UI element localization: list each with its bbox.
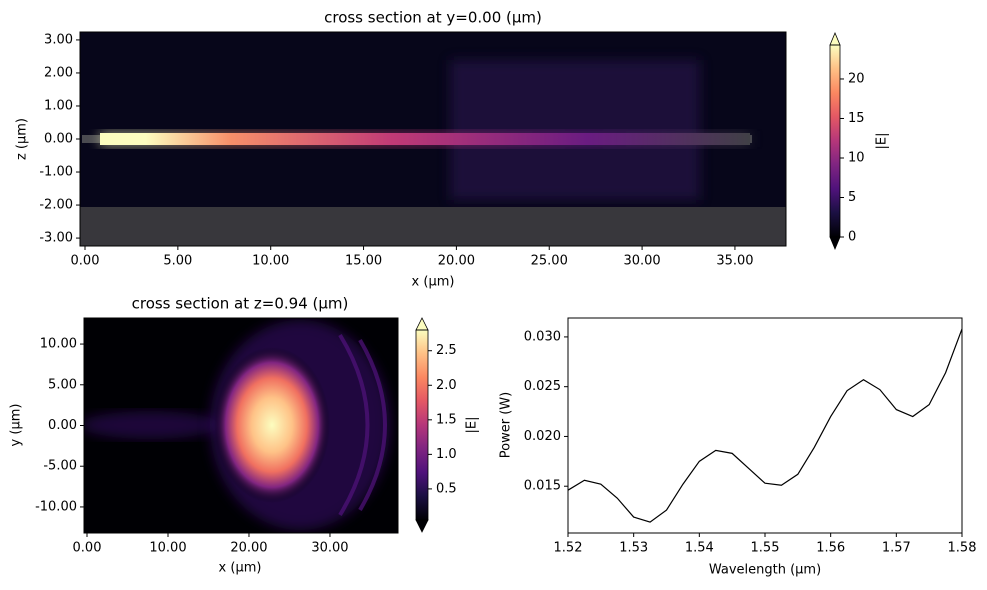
colorbar-tick-label: 2.0 — [436, 378, 457, 393]
colorbar-label: |E| — [875, 133, 890, 150]
y-tick-label: 10.00 — [40, 337, 77, 352]
x-tick-label: 0.00 — [71, 254, 100, 269]
line — [567, 328, 963, 523]
colorbar-label: |E| — [465, 417, 480, 434]
y-axis-label: y (μm) — [9, 404, 24, 447]
x-tick-label: 1.53 — [619, 541, 648, 556]
colorbar-tick-label: 0 — [848, 230, 856, 245]
axes-frame — [83, 317, 399, 534]
x-tick-label: 1.58 — [948, 541, 977, 556]
axes-frame — [79, 31, 787, 247]
y-axis-label: Power (W) — [499, 392, 514, 458]
colorbar-tick-label: 1.0 — [436, 447, 457, 462]
x-tick-label: 1.57 — [882, 541, 911, 556]
y-tick-label: 1.00 — [44, 98, 73, 113]
colorbar-extend — [829, 31, 841, 46]
x-tick-label: 30.00 — [623, 254, 660, 269]
colorbar-frame — [829, 44, 841, 238]
y-tick-label: -3.00 — [39, 231, 73, 246]
x-axis-label: Wavelength (μm) — [709, 563, 821, 578]
field-image — [80, 32, 786, 246]
x-tick-label: 1.54 — [685, 541, 714, 556]
x-axis-label: x (μm) — [219, 561, 262, 576]
x-tick-label: 35.00 — [716, 254, 753, 269]
x-tick-label: 10.00 — [149, 541, 186, 556]
x-tick-label: 10.00 — [252, 254, 289, 269]
y-tick-label: 0.00 — [48, 418, 77, 433]
colorbar-extend — [415, 519, 429, 533]
x-tick-label: 25.00 — [531, 254, 568, 269]
colorbar-extend — [829, 236, 841, 251]
x-tick-label: 1.56 — [816, 541, 845, 556]
colorbar — [830, 45, 840, 237]
x-tick-label: 30.00 — [311, 541, 348, 556]
y-tick-label: 2.00 — [44, 65, 73, 80]
colorbar — [416, 330, 428, 520]
y-tick-label: 0.015 — [524, 479, 561, 494]
x-tick-label: 20.00 — [438, 254, 475, 269]
x-tick-label: 1.55 — [751, 541, 780, 556]
x-tick-label: 5.00 — [163, 254, 192, 269]
colorbar-extend — [415, 317, 429, 331]
colorbar-frame — [415, 329, 429, 521]
y-tick-label: -5.00 — [43, 459, 77, 474]
field-image — [84, 318, 398, 533]
y-tick-label: 0.025 — [524, 379, 561, 394]
x-tick-label: 15.00 — [345, 254, 382, 269]
x-tick-label: 1.52 — [554, 541, 583, 556]
y-tick-label: 0.00 — [44, 132, 73, 147]
colorbar-tick-label: 1.5 — [436, 412, 457, 427]
x-tick-label: 20.00 — [230, 541, 267, 556]
chart-title: cross section at y=0.00 (μm) — [324, 9, 542, 27]
y-tick-label: 3.00 — [44, 32, 73, 47]
colorbar-tick-label: 5 — [848, 190, 856, 205]
y-tick-label: 0.020 — [524, 429, 561, 444]
colorbar-tick-label: 20 — [848, 71, 865, 86]
x-axis-label: x (μm) — [412, 275, 455, 290]
y-tick-label: -1.00 — [39, 165, 73, 180]
y-axis-label: z (μm) — [15, 118, 30, 160]
y-tick-label: -10.00 — [35, 499, 77, 514]
colorbar-tick-label: 15 — [848, 111, 865, 126]
colorbar-tick-label: 2.5 — [436, 343, 457, 358]
y-tick-label: 5.00 — [48, 377, 77, 392]
x-tick-label: 0.00 — [73, 541, 102, 556]
colorbar-tick-label: 10 — [848, 150, 865, 165]
axes-frame — [567, 317, 963, 534]
y-tick-label: 0.030 — [524, 329, 561, 344]
colorbar-tick-label: 0.5 — [436, 481, 457, 496]
chart-title: cross section at z=0.94 (μm) — [132, 295, 349, 313]
y-tick-label: -2.00 — [39, 198, 73, 213]
